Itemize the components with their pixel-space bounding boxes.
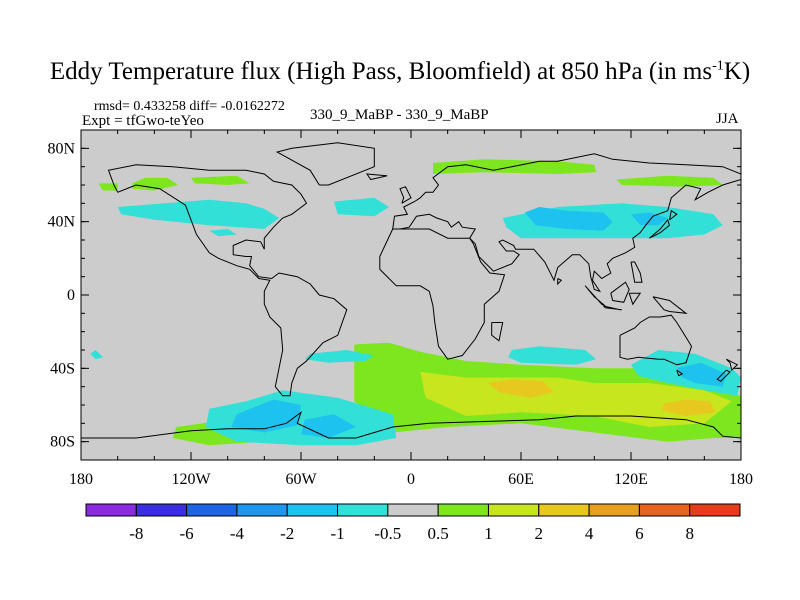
colorbar-box-1 [135,503,188,517]
experiment-label: Expt = tfGwo-teYeo [82,113,204,129]
x-tick-label-2: 60W [285,471,317,488]
colorbar-box-12 [689,503,741,517]
flux-region-7 [616,175,723,187]
coastline-15 [676,369,684,377]
flux-region-17 [304,350,375,363]
colorbar-box-2 [186,503,238,517]
y-tick-label-4: 80S [50,434,75,451]
comparison-label: 330_9_MaBP - 330_9_MaBP [310,107,489,123]
colorbar-box-8 [487,503,540,517]
colorbar-label-4: -1 [330,524,344,543]
coastline-11 [610,281,630,303]
flux-region-5 [334,197,389,217]
coastline-20 [557,278,563,286]
x-tick-label-6: 180 [729,471,753,488]
coastline-21 [81,410,741,439]
axis-ticks: 180 120W 60W 0 60E 120E 180 80N 40N 0 40S 80S [47,129,753,488]
stats-label: rmsd= 0.433258 diff= -0.0162272 [94,99,285,114]
colorbar-box-7 [437,503,489,517]
colorbar-label-2: -4 [230,524,245,543]
flux-region-4 [209,229,237,237]
coastline-7 [669,209,678,221]
coastline-8 [648,218,671,239]
colorbar-label-1: -6 [180,524,194,543]
season-label: JJA [716,111,739,127]
colorbar-box-0 [85,503,137,517]
flux-region-1 [132,177,179,191]
coastline-17 [716,369,731,382]
coastline-16 [725,358,739,372]
coastline-19 [630,261,643,283]
coastline-6 [275,142,375,186]
colorbar-label-9: 4 [585,524,594,543]
colorbar-label-5: -0.5 [374,524,401,543]
flux-region-16 [90,350,103,360]
coastline-18 [491,322,504,342]
coastline-12 [628,292,642,306]
coastline-10 [603,305,622,311]
flux-region-10 [631,212,668,226]
flux-region-2 [191,175,250,185]
colorbar-box-9 [538,503,590,517]
y-tick-label-1: 40N [47,214,75,231]
colorbar-label-7: 1 [484,524,493,543]
contour-fills [90,159,741,446]
colorbar-label-10: 6 [635,524,644,543]
coastline-4 [399,186,412,204]
colorbar-label-8: 2 [535,524,544,543]
chart-title: Eddy Temperature flux (High Pass, Bloomf… [49,58,751,85]
colorbar-label-0: -8 [129,524,143,543]
colorbar-box-3 [236,503,288,517]
coastline-3 [392,179,741,293]
x-tick-label-5: 120E [614,471,648,488]
coastline-5 [365,173,388,181]
colorbar: -8 -6 -4 -2 -1 -0.5 0.5 1 2 4 6 8 [85,503,741,543]
flux-region-21 [205,390,397,446]
colorbar-label-6: 0.5 [428,524,449,543]
x-tick-label-0: 180 [69,471,93,488]
flux-region-9 [524,207,613,231]
coastlines [81,142,741,439]
flux-region-0 [99,183,118,191]
x-tick-label-4: 60E [508,471,534,488]
colorbar-box-4 [286,503,339,517]
flux-region-3 [117,199,279,229]
colorbar-label-11: 8 [685,524,694,543]
y-tick-label-2: 0 [67,287,75,304]
x-tick-label-3: 0 [407,471,415,488]
colorbar-label-3: -2 [280,524,294,543]
flux-region-6 [433,159,597,174]
coastline-14 [619,314,693,366]
coastline-1 [379,228,506,360]
x-tick-label-1: 120W [171,471,211,488]
flux-region-19 [676,362,727,387]
colorbar-box-6 [387,503,439,517]
flux-region-13 [488,379,554,398]
y-tick-label-3: 40S [50,360,75,377]
flux-region-14 [662,399,716,416]
y-tick-label-0: 80N [47,140,75,157]
coastline-0 [107,164,348,397]
flux-region-15 [508,346,597,365]
colorbar-box-11 [638,503,691,517]
coastline-2 [392,153,741,230]
colorbar-box-10 [588,503,640,517]
colorbar-box-5 [337,503,389,517]
coastline-13 [652,296,688,314]
